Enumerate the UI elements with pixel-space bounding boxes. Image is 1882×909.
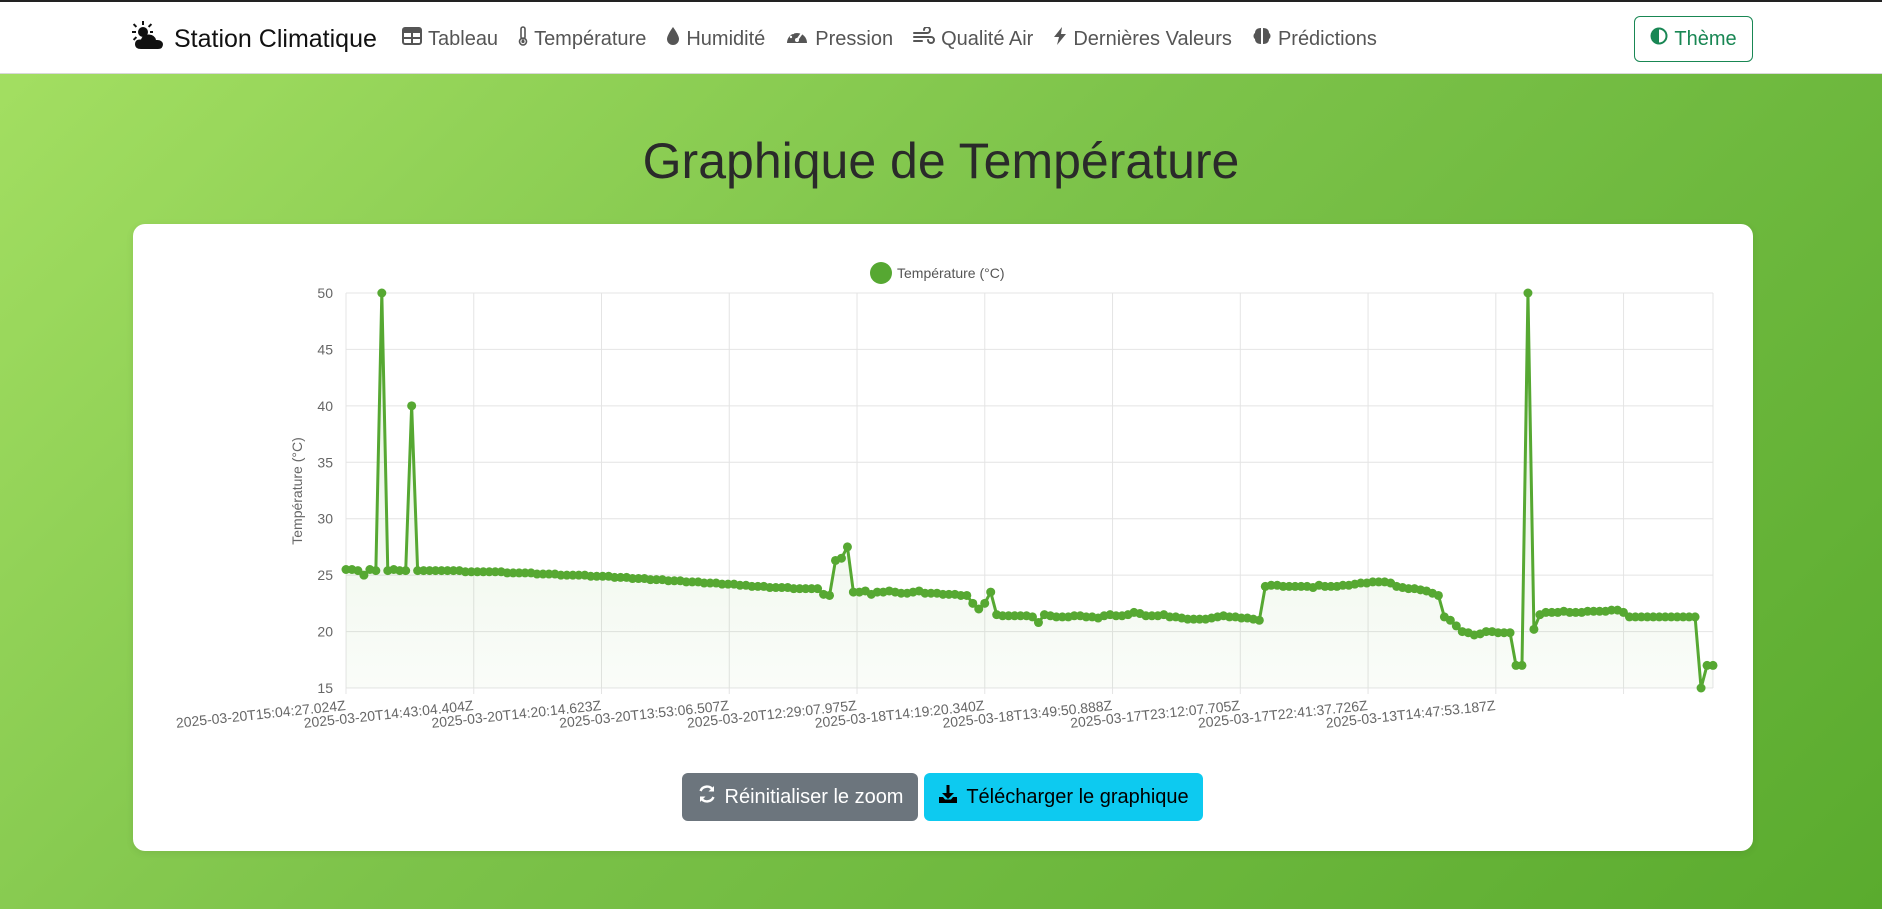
- data-point: [1451, 621, 1461, 631]
- data-point: [1254, 615, 1264, 625]
- y-tick-label: 15: [317, 680, 333, 696]
- nav-item-tableau[interactable]: Tableau: [402, 27, 498, 51]
- refresh-icon: [697, 784, 717, 810]
- data-point: [1445, 615, 1455, 625]
- nav-item-label: Prédictions: [1277, 27, 1377, 50]
- data-point: [1433, 590, 1443, 600]
- theme-toggle-button[interactable]: Thème: [1634, 16, 1753, 62]
- data-point: [371, 566, 381, 576]
- data-point: [980, 598, 990, 608]
- data-point: [974, 604, 984, 614]
- y-tick-label: 25: [317, 567, 333, 583]
- brain-icon: [1252, 26, 1272, 52]
- y-axis-label: Température (°C): [289, 437, 305, 545]
- data-point: [1696, 683, 1706, 693]
- data-point: [377, 288, 387, 298]
- y-tick-label: 30: [317, 511, 333, 527]
- page-title: Graphique de Température: [642, 133, 1240, 189]
- data-point: [836, 553, 846, 563]
- nav-item-label: Qualité Air: [941, 27, 1034, 50]
- data-point: [962, 590, 972, 600]
- data-point: [1033, 618, 1043, 628]
- reset-zoom-button[interactable]: Réinitialiser le zoom: [682, 773, 918, 821]
- nav-item-qualite-air[interactable]: Qualité Air: [913, 26, 1034, 51]
- data-point: [842, 542, 852, 552]
- data-point: [1517, 660, 1527, 670]
- data-point: [825, 590, 835, 600]
- brand[interactable]: Station Climatique: [132, 20, 377, 58]
- table-icon: [402, 27, 422, 51]
- nav-item-label: Humidité: [686, 27, 766, 50]
- legend-label[interactable]: Température (°C): [897, 265, 1005, 281]
- y-tick-label: 45: [317, 341, 333, 357]
- y-tick-label: 50: [317, 285, 333, 301]
- data-point: [986, 587, 996, 597]
- thermometer-icon: [518, 26, 528, 52]
- nav-item-temperature[interactable]: Température: [518, 26, 646, 52]
- navbar: Station Climatique Tableau Température H…: [0, 0, 1882, 74]
- wind-icon: [913, 26, 936, 51]
- nav-item-humidite[interactable]: Humidité: [666, 26, 765, 52]
- data-point: [1523, 288, 1533, 298]
- y-tick-label: 35: [317, 454, 333, 470]
- y-tick-label: 40: [317, 398, 333, 414]
- nav-item-label: Dernières Valeurs: [1073, 27, 1232, 50]
- y-tick-label: 20: [317, 624, 333, 640]
- download-icon: [938, 784, 958, 810]
- nav-menu: Tableau Température Humidité Pression Qu…: [402, 21, 1377, 57]
- nav-item-predictions[interactable]: Prédictions: [1252, 26, 1377, 52]
- data-point: [359, 570, 369, 580]
- gauge-icon: [785, 27, 809, 51]
- data-point: [1708, 660, 1718, 670]
- series-area: [346, 293, 1713, 688]
- bolt-icon: [1053, 26, 1067, 52]
- reset-zoom-label: Réinitialiser le zoom: [724, 785, 904, 808]
- data-point: [1505, 628, 1515, 638]
- nav-item-dernieres-valeurs[interactable]: Dernières Valeurs: [1053, 26, 1232, 52]
- nav-item-pression[interactable]: Pression: [785, 27, 893, 51]
- half-circle-icon: [1650, 27, 1668, 51]
- download-label: Télécharger le graphique: [966, 785, 1189, 808]
- droplet-icon: [666, 26, 680, 52]
- data-point: [407, 401, 417, 411]
- download-chart-button[interactable]: Télécharger le graphique: [924, 773, 1203, 821]
- data-point: [813, 584, 823, 594]
- nav-item-label: Température: [534, 27, 647, 50]
- nav-item-label: Pression: [815, 27, 894, 50]
- data-point: [401, 566, 411, 576]
- data-point: [968, 598, 978, 608]
- data-point: [1529, 624, 1539, 634]
- data-point: [1027, 612, 1037, 622]
- cloud-sun-icon: [132, 20, 166, 58]
- chart-card: 15 20 25 30 35 40 45 50 2025-03-20T15:04:27.024Z…: [133, 224, 1753, 851]
- brand-name: Station Climatique: [174, 24, 377, 53]
- data-point: [1690, 612, 1700, 622]
- theme-label: Thème: [1674, 27, 1737, 50]
- legend-marker[interactable]: [870, 262, 892, 284]
- nav-item-label: Tableau: [428, 27, 499, 50]
- temperature-chart[interactable]: 15202530354045502025-03-20T15:04:27.024Z…: [133, 224, 1753, 764]
